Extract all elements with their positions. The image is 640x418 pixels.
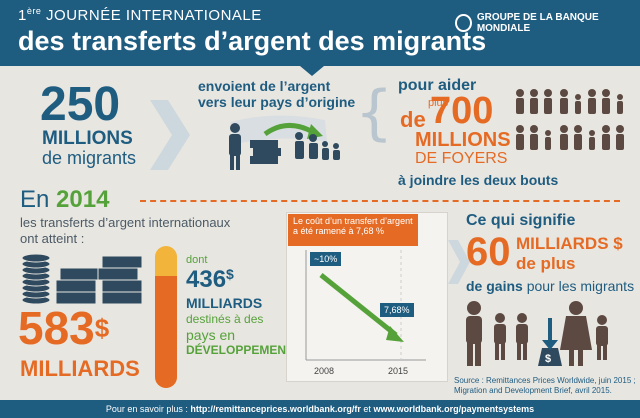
page-title: des transferts d’argent des migrants <box>18 26 487 56</box>
footer-prefix: Pour en savoir plus : <box>105 404 188 414</box>
footer-sep: et <box>363 404 371 414</box>
cost-banner-line2: a été ramené à 7,68 % <box>293 226 385 236</box>
cost-trend-arrow <box>386 326 404 342</box>
footer-link-payments[interactable]: www.worldbank.org/paymentsystems <box>373 404 535 414</box>
cost-trend-line <box>319 273 398 337</box>
cost-year-start: 2008 <box>314 366 335 376</box>
cost-banner-line1: Le coût d’un transfert d’argent <box>293 216 413 226</box>
chevron-right-icon <box>150 100 190 170</box>
header-subtitle: 1ère JOURNÉE INTERNATIONALE <box>18 6 262 24</box>
year-block: En 2014 <box>20 186 109 214</box>
total-currency: $ <box>94 313 110 343</box>
money-transfer-illustration <box>229 115 340 170</box>
source-line1: Source : Remittances Prices Worldwide, j… <box>454 376 636 385</box>
year-en: En <box>20 186 50 213</box>
gain-unit1: MILLIARDS $ <box>516 234 623 253</box>
total-unit: MILLIARDS <box>20 356 140 381</box>
gain-end-b: pour les migrants <box>526 278 635 294</box>
help-end: à joindre les deux bouts <box>398 172 559 188</box>
brace-icon: { <box>355 78 394 148</box>
title-small: JOURNÉE INTERNATIONALE <box>46 7 262 24</box>
cost-end-label: 7,68% <box>380 303 414 317</box>
migrants-unit: MILLIONS <box>42 128 133 149</box>
help-number: 700 <box>430 90 494 132</box>
gain-line1: Ce qui signifie <box>466 212 576 229</box>
share-bar-fill <box>155 276 177 388</box>
gain-end-a: de gains <box>466 278 523 294</box>
help-de: de <box>400 107 426 132</box>
worldbank-logo: GROUPE DE LA BANQUE MONDIALE <box>455 12 640 34</box>
help-foyers: DE FOYERS <box>415 150 508 167</box>
total-block: 583$ <box>18 305 109 351</box>
ordinal-sup: ère <box>26 6 42 16</box>
send-line2: vers leur pays d’origine <box>198 94 356 110</box>
migrants-label: de migrants <box>42 148 137 168</box>
money-stack-icon <box>21 253 143 305</box>
footer-link-remittance[interactable]: http://remittanceprices.worldbank.org/fr <box>190 404 361 414</box>
dev-number: 436 <box>186 266 227 293</box>
year-value: 2014 <box>56 186 110 213</box>
source-line2: Migration and Development Brief, avril 2… <box>454 386 612 395</box>
org-name: GROUPE DE LA BANQUE MONDIALE <box>476 12 599 34</box>
footer-bar: Pour en savoir plus : http://remittancep… <box>0 400 640 418</box>
migrants-number: 250 <box>40 78 121 131</box>
cost-start-label: ~10% <box>310 252 342 266</box>
year-desc2: ont atteint : <box>20 231 85 246</box>
dev-amount: 436$ <box>186 266 234 294</box>
gain-end: de gains pour les migrants <box>466 278 634 294</box>
family-money-icon: $ <box>466 301 608 366</box>
year-desc1: les transferts d’argent internationaux <box>20 215 231 230</box>
dev-currency: $ <box>226 266 234 282</box>
gain-number: 60 <box>466 230 511 274</box>
dev-dont: dont <box>186 254 208 266</box>
dev-desc1: destinés à des <box>186 312 264 326</box>
dev-desc3: DÉVELOPPEMENT <box>186 343 294 357</box>
dev-desc2: pays en <box>186 327 236 343</box>
help-unit: MILLIONS <box>415 129 511 151</box>
gain-unit2: de plus <box>516 254 576 273</box>
help-prefix: plus <box>428 97 449 109</box>
help-line1: pour aider <box>398 77 477 94</box>
chevron-right-icon-2 <box>448 240 470 284</box>
total-number: 583 <box>18 302 95 354</box>
globe-icon <box>455 14 472 32</box>
ordinal: 1 <box>18 7 27 24</box>
section-divider <box>140 200 620 202</box>
header-pointer <box>300 66 324 76</box>
send-line1: envoient de l’argent <box>198 78 331 94</box>
cost-banner: Le coût d’un transfert d’argent a été ra… <box>288 214 418 246</box>
svg-text:$: $ <box>545 353 551 365</box>
cost-year-end: 2015 <box>388 366 409 376</box>
header-banner <box>0 0 640 66</box>
dev-unit: MILLIARDS <box>186 295 263 311</box>
families-icon <box>516 89 624 150</box>
